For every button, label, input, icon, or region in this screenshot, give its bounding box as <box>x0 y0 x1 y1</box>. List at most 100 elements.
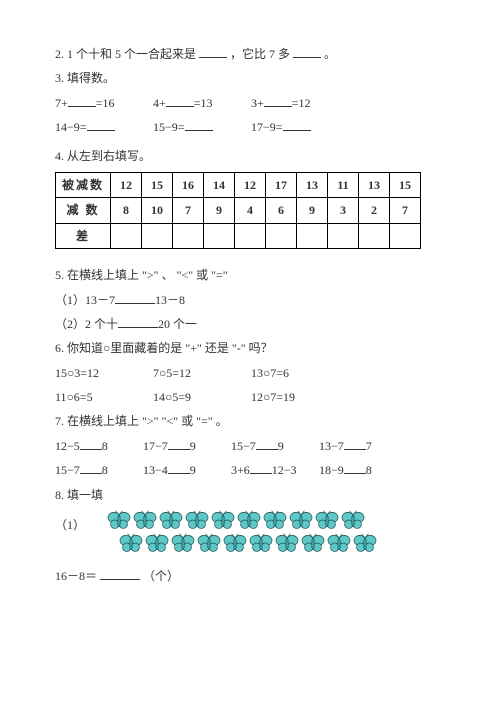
blank-cell[interactable] <box>235 223 266 248</box>
q3-1a-blank[interactable] <box>68 95 96 107</box>
cell: 4 <box>235 198 266 223</box>
r1-label: 被减数 <box>56 172 111 197</box>
q7-2d-l: 18−9 <box>319 463 344 477</box>
butterfly-icon <box>326 532 352 554</box>
q3-1b-l: 4+ <box>153 96 166 110</box>
q2-line: 2. 1 个十和 5 个一合起来是 ，它比 7 多 。 <box>55 44 445 64</box>
blank-cell[interactable] <box>111 223 142 248</box>
butterfly-icon <box>158 509 184 531</box>
q3-1c-r: =12 <box>292 96 311 110</box>
cell: 6 <box>266 198 297 223</box>
q5-2-blank[interactable] <box>118 316 158 328</box>
blank-cell[interactable] <box>142 223 173 248</box>
q7-blank[interactable] <box>250 462 272 474</box>
q3-2a: 14−9= <box>55 120 87 134</box>
q8-figure: （1） <box>55 509 445 554</box>
cell: 15 <box>390 172 421 197</box>
butterfly-icon <box>340 509 366 531</box>
q7-1b-r: 9 <box>190 439 196 453</box>
butterfly-row-2 <box>118 531 378 553</box>
table-row: 被减数 12 15 16 14 12 17 13 11 13 15 <box>56 172 421 197</box>
q3-2c: 17−9= <box>251 120 283 134</box>
cell: 9 <box>297 198 328 223</box>
cell: 17 <box>266 172 297 197</box>
q3-2a-blank[interactable] <box>87 119 115 131</box>
blank-cell[interactable] <box>297 223 328 248</box>
q7-blank[interactable] <box>344 462 366 474</box>
butterfly-icon <box>352 532 378 554</box>
q8-title: 8. 填一填 <box>55 485 445 505</box>
butterfly-icon <box>106 509 132 531</box>
blank-cell[interactable] <box>204 223 235 248</box>
q2-blank1[interactable] <box>199 46 227 58</box>
cell: 8 <box>111 198 142 223</box>
q2-text-c: 。 <box>324 47 336 61</box>
q7-blank[interactable] <box>80 438 102 450</box>
q8-eq-blank[interactable] <box>100 568 140 580</box>
blank-cell[interactable] <box>328 223 359 248</box>
q5-1a: （1）13－7 <box>55 293 115 307</box>
q7-blank[interactable] <box>168 462 190 474</box>
cell: 7 <box>390 198 421 223</box>
cell: 7 <box>173 198 204 223</box>
butterfly-icon <box>222 532 248 554</box>
blank-cell[interactable] <box>390 223 421 248</box>
q8-eq-r: （个） <box>143 569 179 583</box>
q5-2a: （2）2 个十 <box>55 317 118 331</box>
butterfly-icon <box>170 532 196 554</box>
q4-title: 4. 从左到右填写。 <box>55 146 445 166</box>
q2-blank2[interactable] <box>293 46 321 58</box>
table-row: 差 <box>56 223 421 248</box>
q7-2c-r: 12−3 <box>272 463 297 477</box>
butterfly-icon <box>196 532 222 554</box>
butterfly-icon <box>132 509 158 531</box>
q5-title: 5. 在横线上填上 ">" 、 "<" 或 "=" <box>55 265 445 285</box>
q6-2b: 14○5=9 <box>153 387 248 407</box>
cell: 13 <box>359 172 390 197</box>
cell: 16 <box>173 172 204 197</box>
butterfly-icon <box>262 509 288 531</box>
cell: 10 <box>142 198 173 223</box>
q2-text-a: 2. 1 个十和 5 个一合起来是 <box>55 47 196 61</box>
blank-cell[interactable] <box>266 223 297 248</box>
r2-label: 减 数 <box>56 198 111 223</box>
q7-blank[interactable] <box>256 438 278 450</box>
q6-1c: 13○7=6 <box>251 363 346 383</box>
q3-row2: 14−9= 15−9= 17−9= <box>55 117 445 137</box>
blank-cell[interactable] <box>359 223 390 248</box>
butterfly-row-1 <box>106 509 378 531</box>
cell: 9 <box>204 198 235 223</box>
q7-2a-l: 15−7 <box>55 463 80 477</box>
q3-1b-blank[interactable] <box>166 95 194 107</box>
q7-1c-r: 9 <box>278 439 284 453</box>
q7-1a-l: 12−5 <box>55 439 80 453</box>
q7-blank[interactable] <box>168 438 190 450</box>
butterfly-icon <box>144 532 170 554</box>
q6-row2: 11○6=5 14○5=9 12○7=19 <box>55 387 445 407</box>
q6-1b: 7○5=12 <box>153 363 248 383</box>
q7-blank[interactable] <box>344 438 366 450</box>
cell: 2 <box>359 198 390 223</box>
q7-2b-l: 13−4 <box>143 463 168 477</box>
q6-row1: 15○3=12 7○5=12 13○7=6 <box>55 363 445 383</box>
table-row: 减 数 8 10 7 9 4 6 9 3 2 7 <box>56 198 421 223</box>
q7-blank[interactable] <box>80 462 102 474</box>
q3-2b: 15−9= <box>153 120 185 134</box>
q3-2b-blank[interactable] <box>185 119 213 131</box>
butterfly-icon <box>248 532 274 554</box>
q8-sub: （1） <box>55 515 85 535</box>
q7-2c-l: 3+6 <box>231 463 250 477</box>
q5-line1: （1）13－713－8 <box>55 290 445 310</box>
q3-2c-blank[interactable] <box>283 119 311 131</box>
q3-1c-blank[interactable] <box>264 95 292 107</box>
q5-1-blank[interactable] <box>115 292 155 304</box>
butterfly-icon <box>274 532 300 554</box>
blank-cell[interactable] <box>173 223 204 248</box>
q3-title: 3. 填得数。 <box>55 68 445 88</box>
q6-2c: 12○7=19 <box>251 387 346 407</box>
q4-table: 被减数 12 15 16 14 12 17 13 11 13 15 减 数 8 … <box>55 172 421 249</box>
cell: 15 <box>142 172 173 197</box>
q3-1c-l: 3+ <box>251 96 264 110</box>
q3-1b-r: =13 <box>194 96 213 110</box>
q6-2a: 11○6=5 <box>55 387 150 407</box>
